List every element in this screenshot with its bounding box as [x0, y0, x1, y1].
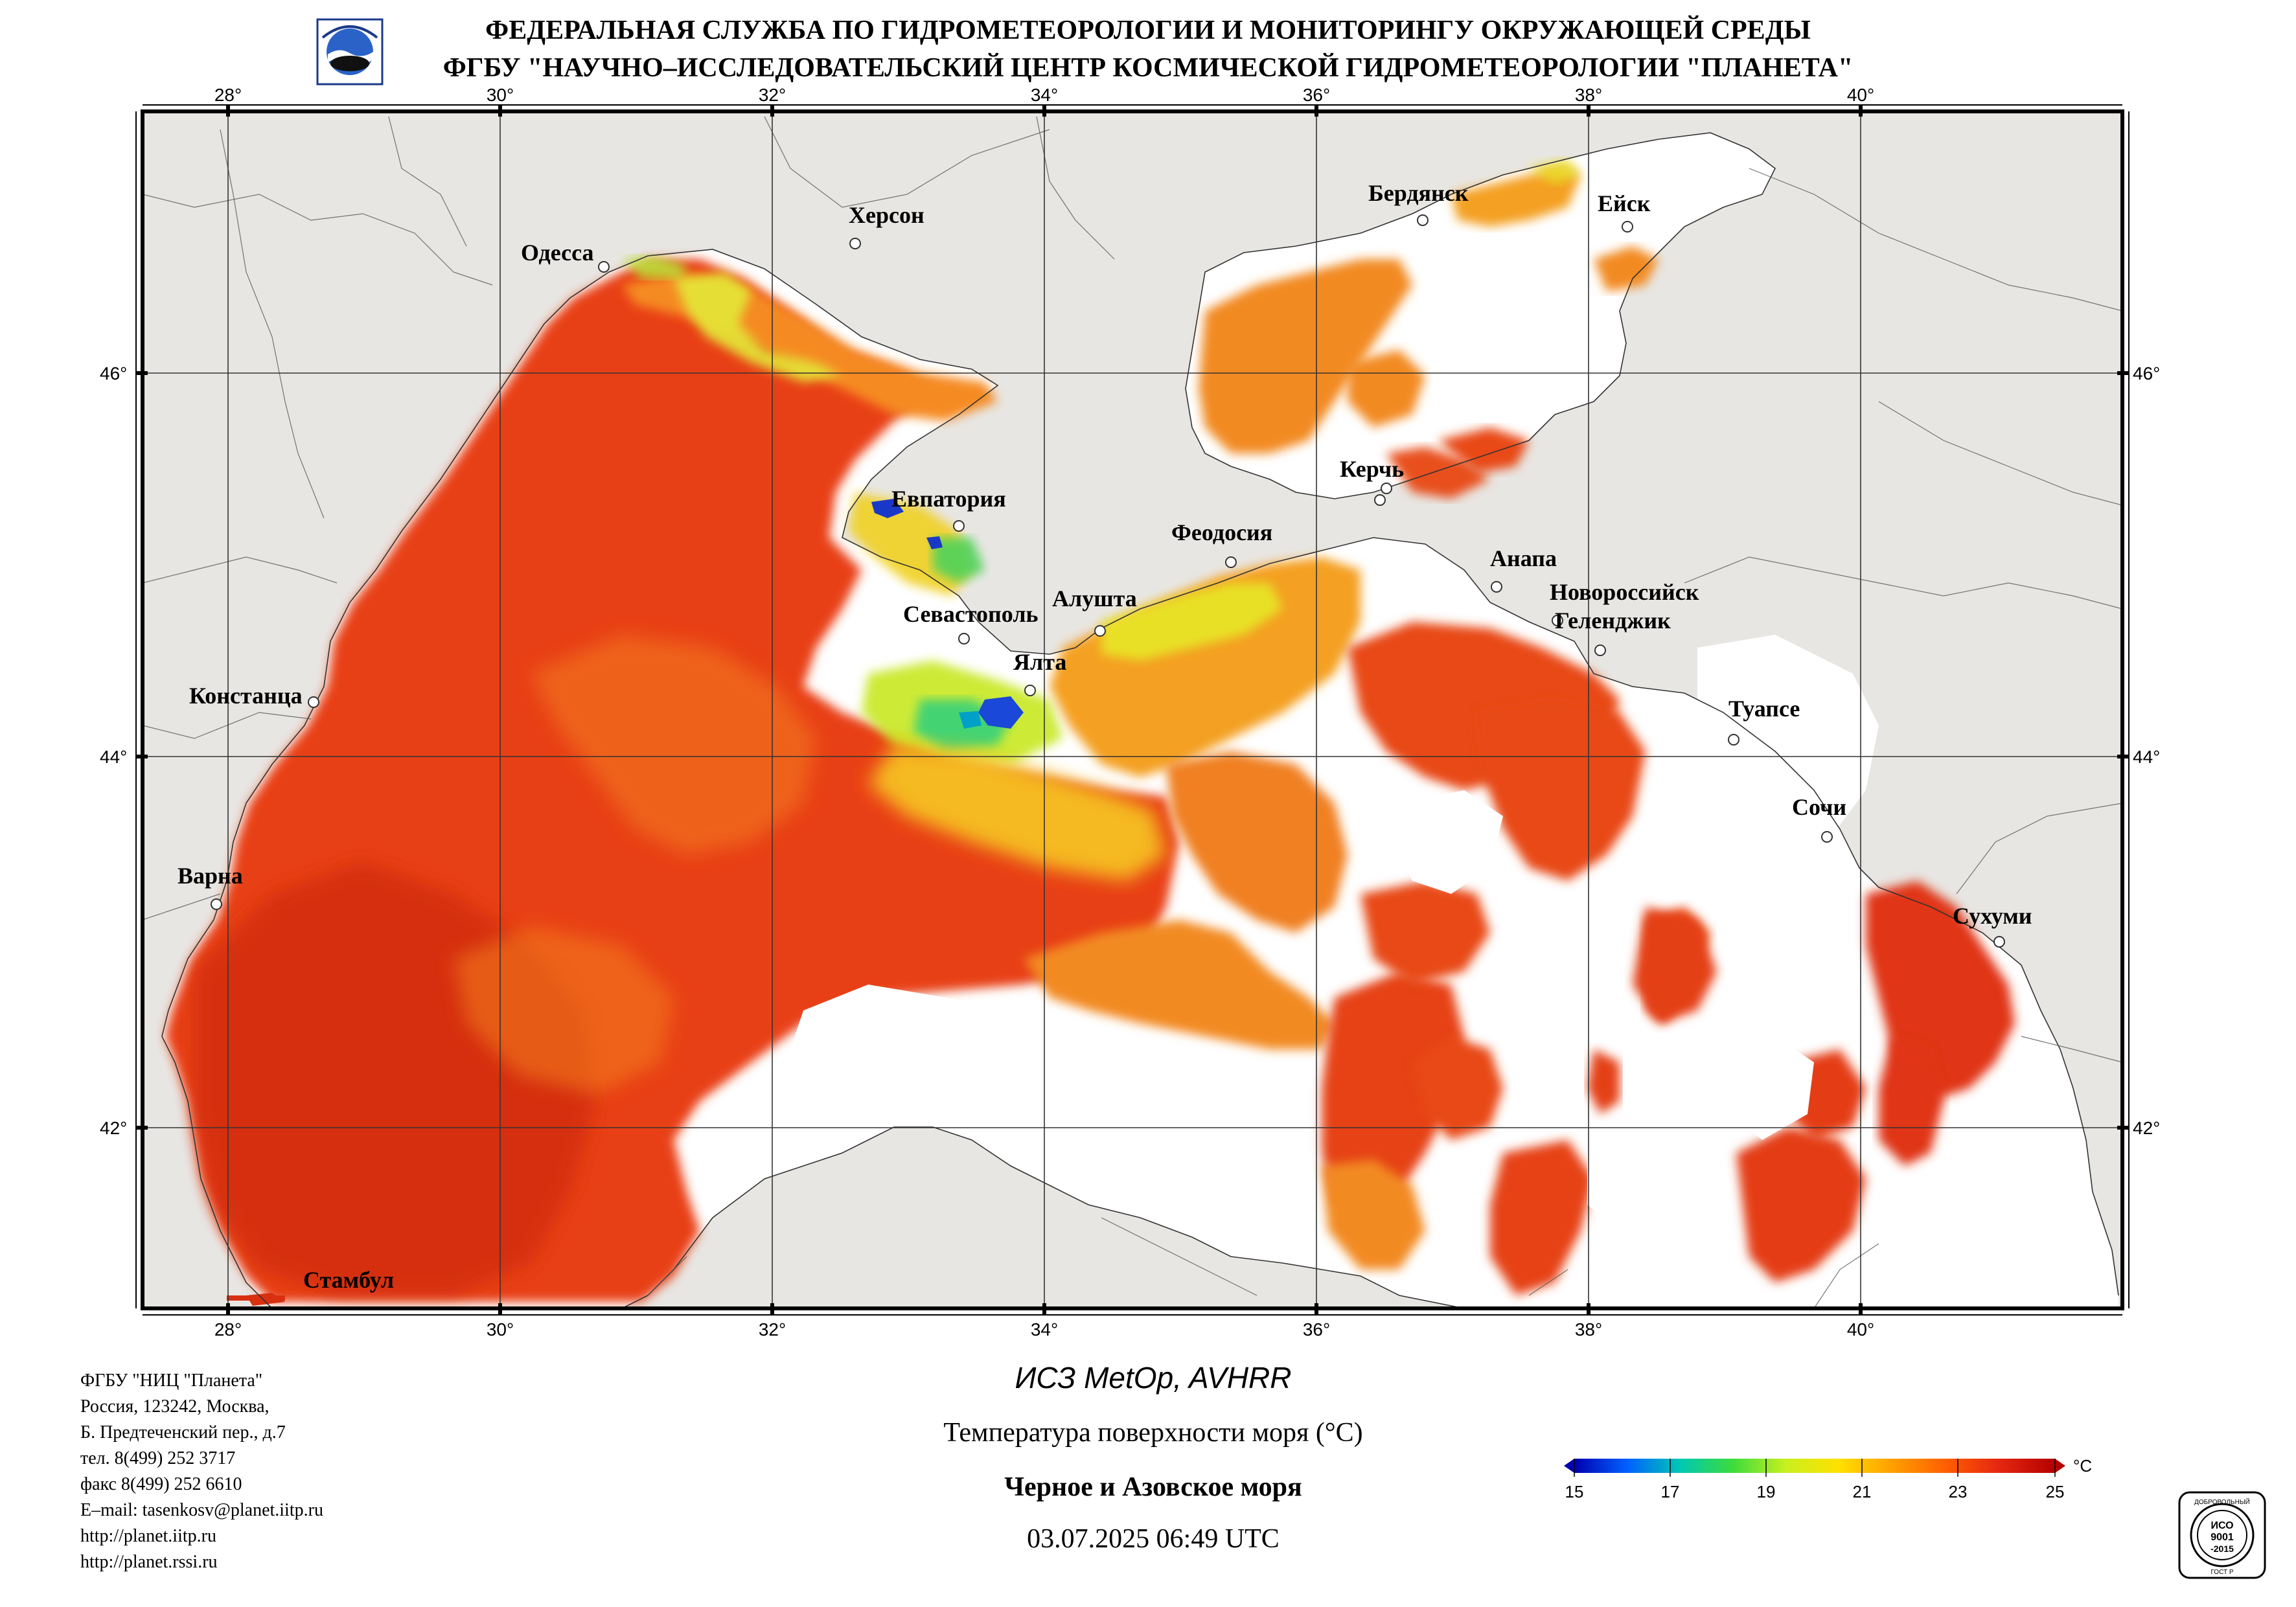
lat-label-right: 42°: [2133, 1118, 2160, 1138]
lon-label-top: 28°: [214, 85, 242, 105]
scale-label: 17: [1661, 1482, 1680, 1501]
city-sochi: Сочи: [1792, 794, 1846, 820]
scale-label: 23: [1949, 1482, 1968, 1501]
city-gelendzhik: Геленджик: [1555, 608, 1671, 633]
iso-line2: 9001: [2210, 1532, 2234, 1543]
lon-label-top: 30°: [487, 85, 514, 105]
scale-label: 15: [1565, 1482, 1584, 1501]
city-berdyansk: Бердянск: [1368, 180, 1469, 206]
scale-bar: [1574, 1459, 2055, 1473]
iso-bottom-text: ГОСТ Р: [2210, 1569, 2233, 1576]
scale-unit: °С: [2073, 1456, 2092, 1476]
lat-label-left: 44°: [100, 747, 127, 767]
lon-label-bottom: 32°: [759, 1319, 786, 1339]
iso-line1: ИСО: [2210, 1520, 2233, 1531]
header-agency: ФЕДЕРАЛЬНАЯ СЛУЖБА ПО ГИДРОМЕТЕОРОЛОГИИ …: [485, 16, 1811, 45]
scale-label: 21: [1853, 1482, 1872, 1501]
lon-label-top: 32°: [759, 85, 786, 105]
scale-arrow-left: [1564, 1459, 1574, 1473]
city-sevastopol: Севастополь: [903, 601, 1039, 627]
lon-label-bottom: 40°: [1847, 1319, 1874, 1339]
cold-spot-yevpatoria: [871, 499, 904, 518]
city-novorossiysk: Новороссийск: [1550, 579, 1699, 605]
city-tuapse: Туапсе: [1728, 696, 1800, 722]
phone: тел. 8(499) 252 3717: [80, 1448, 236, 1468]
city-varna: Варна: [178, 863, 243, 889]
scale-arrow-right: [2055, 1459, 2065, 1473]
city-kerch: Керчь: [1340, 456, 1404, 482]
lon-label-top: 36°: [1303, 85, 1330, 105]
org-name: ФГБУ "НИЦ "Планета": [80, 1371, 263, 1391]
lon-label-bottom: 30°: [487, 1319, 514, 1339]
lat-label-right: 44°: [2133, 747, 2160, 767]
lon-label-bottom: 28°: [214, 1319, 242, 1339]
address-line: Россия, 123242, Москва,: [80, 1396, 270, 1417]
fax: факс 8(499) 252 6610: [80, 1474, 242, 1494]
address-line: Б. Предтеченский пер., д.7: [80, 1422, 286, 1442]
datetime-label: 03.07.2025 06:49 UTC: [1027, 1524, 1280, 1554]
contact-info: ФГБУ "НИЦ "Планета" Россия, 123242, Моск…: [80, 1368, 323, 1575]
header-center: ФГБУ "НАУЧНО–ИССЛЕДОВАТЕЛЬСКИЙ ЦЕНТР КОС…: [442, 53, 1854, 83]
scale-label: 25: [2046, 1482, 2065, 1501]
city-anapa: Анапа: [1490, 545, 1557, 571]
scale-label: 19: [1757, 1482, 1776, 1501]
satellite-label: ИСЗ MetOp, AVHRR: [1015, 1361, 1292, 1395]
cloud-mask: [790, 635, 1879, 1231]
city-sukhumi: Сухуми: [1953, 903, 2032, 929]
city-feodosia: Феодосия: [1171, 519, 1272, 545]
sst-field: [165, 159, 2015, 1306]
iso-line3: -2015: [2210, 1544, 2234, 1554]
lat-label-left: 42°: [100, 1118, 127, 1138]
city-yevpatoria: Евпатория: [891, 486, 1006, 512]
lat-label-right: 46°: [2133, 363, 2160, 383]
city-odessa: Одесса: [521, 240, 594, 266]
website-link[interactable]: http://planet.rssi.ru: [80, 1552, 218, 1572]
lon-label-bottom: 36°: [1303, 1319, 1330, 1339]
cold-spot-yalta: [978, 696, 1024, 729]
header: ФЕДЕРАЛЬНАЯ СЛУЖБА ПО ГИДРОМЕТЕОРОЛОГИИ …: [0, 12, 2296, 87]
website-link[interactable]: http://planet.iitp.ru: [80, 1526, 216, 1546]
iso-certification-badge-icon: ДОБРОВОЛЬНЫЙ ИСО 9001 -2015 ГОСТ Р: [2178, 1491, 2266, 1579]
city-markers: [211, 214, 2005, 948]
graticule: [143, 111, 2122, 1308]
lon-label-bottom: 34°: [1031, 1319, 1058, 1339]
region-label: Черное и Азовское моря: [1004, 1472, 1302, 1502]
lon-label-bottom: 38°: [1575, 1319, 1602, 1339]
planeta-logo-icon: [316, 18, 384, 85]
lon-label-top: 40°: [1847, 85, 1874, 105]
city-alushta: Алушта: [1052, 586, 1137, 611]
map-frame: [141, 109, 2124, 1310]
city-yeysk: Ейск: [1598, 190, 1651, 216]
color-scale: 15 17 19 21 23 25 °С: [1564, 1456, 2092, 1501]
city-kherson: Херсон: [849, 202, 924, 228]
lon-label-top: 38°: [1575, 85, 1602, 105]
email: E–mail: tasenkosv@planet.iitp.ru: [80, 1500, 323, 1520]
parameter-label: Температура поверхности моря (°С): [943, 1418, 1363, 1448]
city-constanta: Констанца: [189, 683, 303, 709]
city-istanbul: Стамбул: [303, 1267, 394, 1293]
city-yalta: Ялта: [1013, 649, 1066, 675]
iso-top-text: ДОБРОВОЛЬНЫЙ: [2194, 1498, 2250, 1506]
borders: [143, 116, 2122, 1308]
lat-label-left: 46°: [100, 363, 127, 383]
lon-label-top: 34°: [1031, 85, 1058, 105]
coastlines: [161, 132, 2119, 1308]
